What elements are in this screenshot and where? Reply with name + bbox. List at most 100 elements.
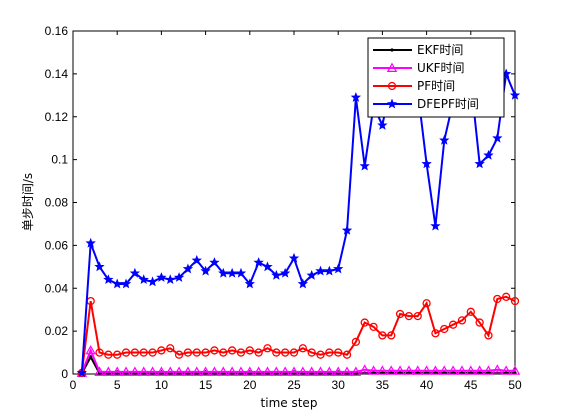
data-point [359,364,370,374]
legend: EKF时间 UKF时间 PF时间 DFEPF时间 [367,37,505,118]
data-point [325,348,334,357]
data-point [448,320,458,329]
data-point [369,322,378,331]
data-point [279,366,291,376]
data-point [333,263,344,274]
data-point [457,316,467,325]
y-tick-label: 0.08 [45,196,69,210]
data-point [120,278,132,289]
y-tick-label: 0.12 [45,110,69,124]
x-tick-label: 40 [420,378,434,392]
data-point [387,331,396,340]
data-point [209,366,220,376]
data-point [306,269,317,280]
data-point [113,350,122,359]
data-point [235,267,247,278]
data-point [492,364,503,374]
data-point [138,274,149,285]
y-tick-label: 0.16 [45,24,69,38]
data-point [111,366,123,376]
data-point [183,348,193,357]
x-tick-label: 0 [70,378,77,392]
data-point [218,267,229,278]
data-point [403,365,415,375]
data-point [492,132,503,143]
data-point [342,350,352,359]
data-point [394,365,406,375]
data-point [359,160,370,171]
data-point [182,263,194,274]
data-point [502,292,511,301]
data-point [474,365,485,375]
data-point [200,265,211,276]
data-point [421,365,432,375]
data-point [147,366,158,376]
data-point [103,274,114,285]
data-point [112,278,123,289]
data-point [440,324,449,334]
data-point [147,276,158,287]
series-line-1 [80,347,515,374]
data-point [201,348,210,357]
data-point [447,365,459,375]
data-point [156,272,167,282]
x-tick-label: 50 [508,378,522,392]
data-point [341,224,353,235]
data-point [76,367,87,378]
y-tick-labels: 0 0.02 0.04 0.06 0.08 0.1 0.12 0.14 0.16 [45,24,69,381]
data-point [316,350,325,359]
data-point [493,294,502,304]
data-point [431,329,440,338]
data-point [439,134,450,145]
y-tick-label: 0 [61,367,68,381]
data-point [244,278,255,289]
data-point [89,355,93,359]
y-tick-label: 0.1 [51,153,68,167]
legend-entry-3: DFEPF时间 [373,97,479,111]
data-point [166,344,175,353]
data-point [94,261,105,272]
data-point [332,366,344,376]
data-point [466,307,475,316]
series-line-2 [80,295,516,374]
data-point [334,348,343,357]
legend-marker [387,81,397,91]
data-point [297,278,308,289]
y-tick-label: 0.06 [45,238,69,252]
data-point [192,348,201,357]
data-point [129,366,141,376]
data-point [174,350,184,359]
data-point [262,261,273,272]
data-point [210,346,219,355]
legend-label: UKF时间 [417,61,465,75]
y-tick-label: 0.14 [45,67,69,81]
data-point [200,366,211,376]
data-point [254,348,263,357]
data-point [280,267,291,278]
data-point [227,346,237,355]
data-point [368,365,379,375]
data-point [430,365,441,375]
data-point [315,265,326,276]
data-point [219,348,228,357]
legend-label: EKF时间 [417,43,463,57]
data-point [209,257,220,267]
data-point [85,344,96,355]
data-point [226,366,238,376]
data-point [360,318,369,327]
data-point [421,158,432,169]
data-point [351,337,361,346]
data-point [500,365,512,375]
y-tick-label: 0.04 [45,281,69,295]
data-point [413,311,422,321]
data-point [412,365,423,375]
data-point [156,366,167,376]
data-point [306,366,317,376]
series-layer [76,68,521,378]
data-point [386,365,397,375]
data-point [324,366,335,376]
data-point [103,366,114,376]
data-point [377,119,388,130]
data-point [510,296,520,306]
data-point [271,269,282,280]
